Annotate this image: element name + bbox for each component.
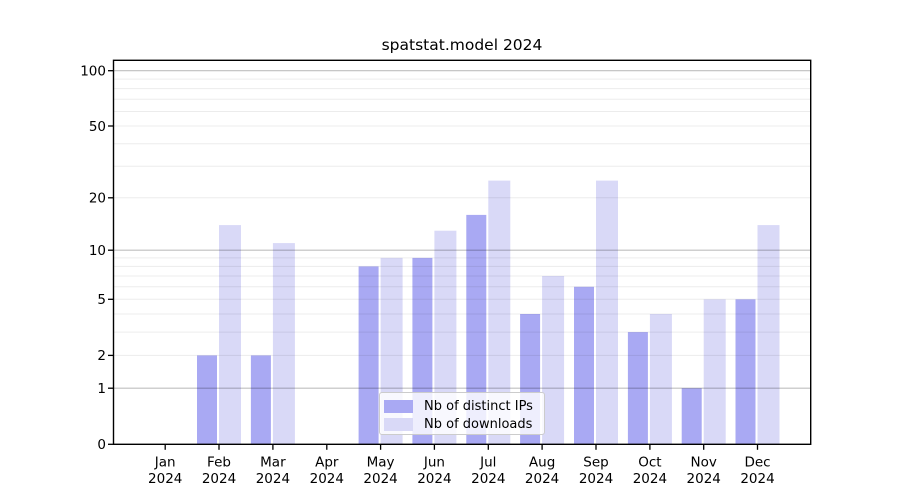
- bar-downloads-dec: [757, 225, 780, 445]
- legend-label-downloads: Nb of downloads: [424, 416, 533, 432]
- x-tick-label-year-may: 2024: [363, 471, 397, 487]
- legend-label-distinct-ips: Nb of distinct IPs: [424, 398, 533, 414]
- x-tick-label-month-dec: Dec: [744, 455, 770, 471]
- bar-downloads-jul: [488, 180, 511, 445]
- y-tick-label-0: 0: [97, 437, 106, 453]
- y-tick-label-100: 100: [80, 64, 106, 80]
- x-tick-label-month-sep: Sep: [583, 455, 608, 471]
- bar-ips-dec: [735, 299, 756, 445]
- x-tick-label-year-sep: 2024: [579, 471, 613, 487]
- y-tick-label-20: 20: [89, 191, 106, 207]
- bar-ips-oct: [627, 332, 648, 445]
- x-tick-label-month-aug: Aug: [529, 455, 555, 471]
- y-tick-label-2: 2: [97, 348, 106, 364]
- x-tick-label-year-mar: 2024: [256, 471, 290, 487]
- bar-downloads-mar: [272, 243, 295, 445]
- x-tick-label-month-nov: Nov: [691, 455, 717, 471]
- x-tick-label-month-may: May: [367, 455, 395, 471]
- x-tick-label-month-jun: Jun: [423, 455, 445, 471]
- y-tick-label-5: 5: [97, 292, 106, 308]
- x-tick-label-year-oct: 2024: [633, 471, 667, 487]
- y-tick-label-10: 10: [89, 243, 106, 259]
- x-tick-label-year-jun: 2024: [417, 471, 451, 487]
- x-tick-label-month-feb: Feb: [207, 455, 231, 471]
- x-tick-label-year-nov: 2024: [687, 471, 721, 487]
- x-tick-label-year-feb: 2024: [202, 471, 236, 487]
- x-tick-label-month-oct: Oct: [638, 455, 661, 471]
- x-tick-label-year-dec: 2024: [740, 471, 774, 487]
- x-tick-label-year-jan: 2024: [148, 471, 182, 487]
- legend-item-downloads: Nb of downloads: [384, 416, 544, 432]
- bar-ips-jul: [466, 214, 487, 445]
- bar-ips-may: [358, 266, 379, 445]
- x-tick-label-year-aug: 2024: [525, 471, 559, 487]
- bar-ips-nov: [681, 388, 702, 445]
- bar-downloads-jun: [434, 230, 457, 445]
- x-tick-label-year-jul: 2024: [471, 471, 505, 487]
- bar-downloads-aug: [542, 276, 565, 445]
- legend-swatch-downloads: [384, 417, 413, 431]
- chart-title: spatstat.model 2024: [381, 36, 543, 54]
- x-tick-label-month-jan: Jan: [154, 455, 176, 471]
- x-tick-label-month-jul: Jul: [479, 455, 496, 471]
- y-tick-label-1: 1: [97, 381, 106, 397]
- bar-downloads-oct: [649, 314, 672, 445]
- x-tick-label-month-mar: Mar: [260, 455, 286, 471]
- legend-swatch-distinct-ips: [384, 399, 413, 413]
- y-tick-label-50: 50: [89, 119, 106, 135]
- bar-ips-sep: [574, 286, 594, 445]
- bar-downloads-feb: [219, 225, 241, 445]
- x-tick-label-month-apr: Apr: [315, 455, 339, 471]
- plot-frame: [112, 59, 812, 445]
- bar-ips-feb: [197, 355, 217, 445]
- x-tick-label-year-apr: 2024: [310, 471, 344, 487]
- bar-downloads-nov: [703, 299, 726, 445]
- legend-item-distinct-ips: Nb of distinct IPs: [384, 398, 544, 414]
- legend: Nb of distinct IPs Nb of downloads: [379, 392, 545, 435]
- bar-ips-mar: [250, 355, 271, 445]
- bar-downloads-sep: [596, 180, 618, 445]
